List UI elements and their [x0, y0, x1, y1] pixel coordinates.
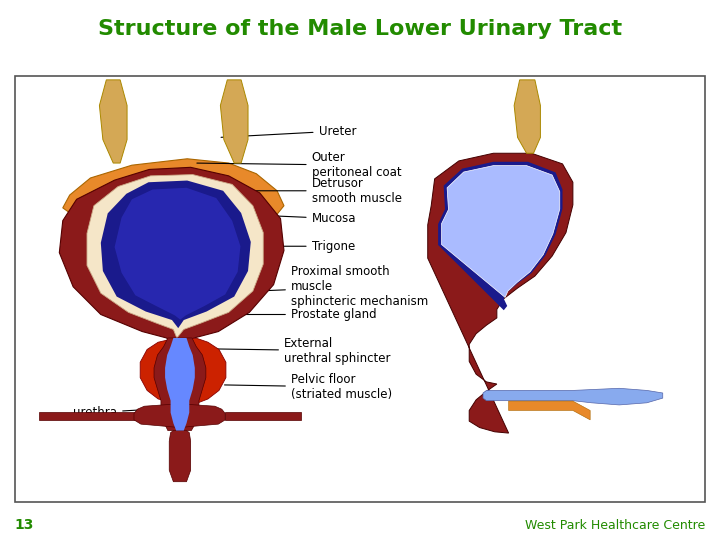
Polygon shape	[87, 174, 264, 338]
Text: Mucosa: Mucosa	[238, 212, 356, 225]
Polygon shape	[140, 339, 226, 403]
Polygon shape	[441, 166, 559, 298]
Text: 13: 13	[14, 518, 34, 532]
Polygon shape	[154, 338, 206, 430]
Polygon shape	[134, 404, 225, 427]
Polygon shape	[99, 80, 127, 163]
Polygon shape	[59, 167, 284, 347]
Text: Trigone: Trigone	[228, 240, 355, 253]
Polygon shape	[39, 412, 141, 420]
Polygon shape	[225, 412, 301, 420]
Polygon shape	[114, 188, 240, 320]
Polygon shape	[428, 153, 573, 433]
Text: urethra: urethra	[73, 406, 163, 419]
Polygon shape	[508, 401, 590, 420]
Text: West Park Healthcare Centre: West Park Healthcare Centre	[526, 518, 706, 532]
Polygon shape	[169, 430, 191, 482]
Text: Ureter: Ureter	[221, 125, 356, 138]
Text: Proximal smooth
muscle
sphincteric mechanism: Proximal smooth muscle sphincteric mecha…	[207, 265, 428, 308]
Text: External
urethral sphincter: External urethral sphincter	[197, 337, 390, 364]
Text: Prostate gland: Prostate gland	[204, 308, 377, 321]
Polygon shape	[63, 159, 284, 242]
Polygon shape	[101, 180, 251, 328]
Text: Detrusor
smooth muscle: Detrusor smooth muscle	[225, 177, 402, 205]
Text: Structure of the Male Lower Urinary Tract: Structure of the Male Lower Urinary Trac…	[98, 19, 622, 39]
Polygon shape	[165, 338, 195, 430]
Text: Pelvic floor
(striated muscle): Pelvic floor (striated muscle)	[225, 373, 392, 401]
Polygon shape	[483, 388, 662, 405]
Polygon shape	[438, 162, 562, 310]
Polygon shape	[514, 80, 541, 153]
Polygon shape	[220, 80, 248, 163]
Text: Outer
peritoneal coat: Outer peritoneal coat	[197, 151, 401, 179]
